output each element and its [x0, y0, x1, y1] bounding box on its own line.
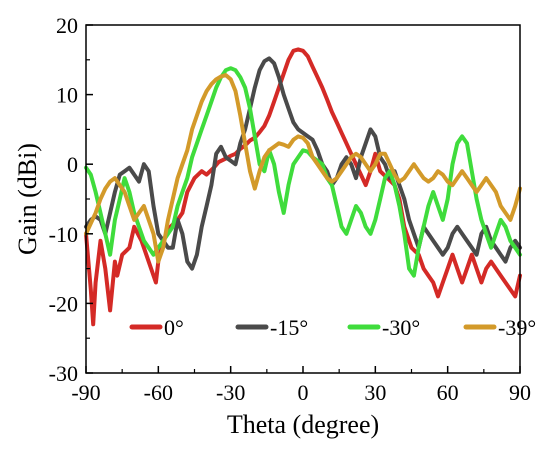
- series-line-1: [84, 56, 522, 271]
- x-tick-label: 90: [509, 380, 531, 405]
- x-tick-label: -60: [144, 380, 173, 405]
- ticks-layer: -90 -60 -30 0 30 60 90 -30 -20 -10 0 10 20: [49, 13, 531, 405]
- legend-label: -15°: [270, 315, 308, 340]
- legend-label: -30°: [382, 315, 420, 340]
- y-tick-label: -10: [49, 222, 78, 247]
- legend: 0° -15° -30° -39°: [129, 315, 536, 340]
- series-line-0: [84, 47, 522, 327]
- y-tick-label: 20: [56, 13, 78, 38]
- x-axis-title: Theta (degree): [227, 410, 379, 439]
- x-tick-label: 60: [437, 380, 459, 405]
- y-tick-label: 0: [67, 152, 78, 177]
- x-tick-label: 30: [364, 380, 386, 405]
- y-tick-label: -30: [49, 361, 78, 386]
- x-tick-label: -30: [216, 380, 245, 405]
- legend-label: 0°: [164, 315, 184, 340]
- series-line-2: [84, 66, 522, 278]
- y-axis-title: Gain (dBi): [13, 143, 42, 255]
- legend-label: -39°: [498, 315, 536, 340]
- y-tick-label: -20: [49, 291, 78, 316]
- x-tick-label: 0: [298, 380, 309, 405]
- x-tick-label: -90: [71, 380, 100, 405]
- series-line-3: [84, 73, 522, 264]
- y-tick-label: 10: [56, 83, 78, 108]
- series-layer: [84, 47, 522, 327]
